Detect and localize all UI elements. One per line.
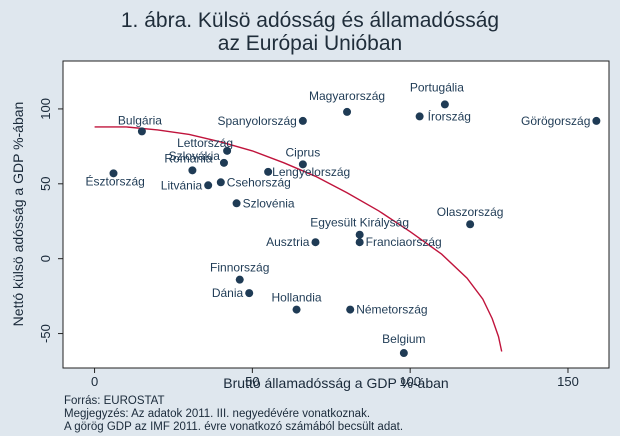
data-point-label: Spanyolország [217,114,296,128]
data-point-label: Csehország [227,175,291,189]
chart-title-line-1: 1. ábra. Külsö adósság és államadósság [120,9,500,32]
data-point-label: Ausztria [266,235,310,249]
data-point [109,169,118,178]
data-point [298,116,307,125]
data-point [204,181,213,190]
data-labels: Bulgária Észtország Spanyolország Magyarors… [85,80,590,346]
data-point [466,220,475,229]
data-point-label: Ciprus [286,145,321,159]
y-tick-label: 0 [38,255,53,262]
data-point [216,178,225,187]
x-tick-label: 150 [557,374,579,389]
footer-source: Forrás: EUROSTAT [64,395,165,407]
data-point [264,167,273,176]
data-point [137,127,146,136]
plot-area [62,60,610,369]
x-tick-label: 50 [245,374,259,389]
data-point [188,166,197,175]
data-point-label: Szlovákia [169,149,221,163]
y-tick-label: -50 [38,324,53,343]
data-point [223,146,232,155]
data-point-label: Lengyelország [272,165,350,179]
data-point [440,100,449,109]
data-point [219,158,228,167]
footer-note-2: A görög GDP az IMF 2011. évre vonatkozó … [64,421,404,433]
data-point-label: Magyarország [309,89,385,103]
data-point-label: Portugália [410,80,464,94]
x-axis-title: Bruttó államadósság a GDP %-ában [223,375,448,391]
data-point-label: Belgium [382,332,425,346]
data-point [292,305,301,314]
data-point-label: Bulgária [118,113,162,127]
data-point [245,289,254,298]
data-point-label: Észtország [85,173,144,188]
axes: 0 50 100 150 -50 0 50 100 [38,98,579,389]
data-point-label: Egyesült Királyság [310,216,409,230]
x-tick-label: 100 [399,374,421,389]
footer-note-1: Megjegyzés: Az adatok 2011. III. negyedé… [64,408,371,420]
data-point [298,160,307,169]
data-point-label: Litvánia [161,178,203,192]
data-point-label: Románia [164,151,212,165]
x-tick-label: 0 [91,374,98,389]
data-point [343,107,352,116]
fit-curve-line [94,126,503,352]
data-point [232,199,241,208]
data-point-label: Hollandia [272,291,322,305]
data-point-label: Szlovénia [243,196,295,210]
data-point [415,112,424,121]
data-point [235,275,244,284]
data-points [109,100,601,358]
data-point-label: Németország [356,303,427,317]
data-point [346,305,355,314]
data-point [399,349,408,358]
y-axis-title: Nettó külsö adósság a GDP %-ában [10,102,26,327]
data-point-label: Lettország [177,136,233,150]
data-point-label: Dánia [212,286,244,300]
data-point-label: Írország [428,108,471,123]
data-point [355,230,364,239]
data-point-label: Franciaország [366,235,442,249]
y-tick-label: 100 [38,98,53,120]
data-point [592,116,601,125]
chart-title-line-2: az Európai Unióban [217,32,403,55]
data-point [311,238,320,247]
y-tick-label: 50 [38,177,53,191]
data-point [355,238,364,247]
data-point-label: Görögország [521,114,590,128]
data-point-label: Olaszország [437,205,504,219]
data-point-label: Finnország [210,261,269,275]
